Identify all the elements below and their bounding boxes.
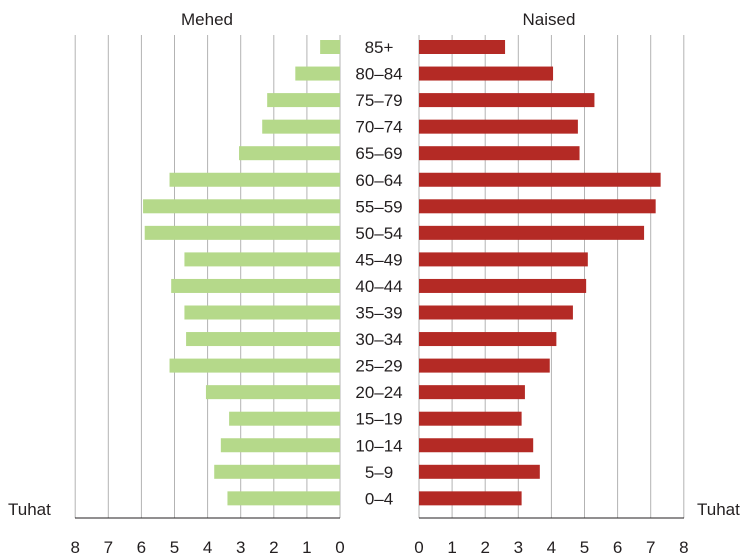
right-tick-label: 4 — [547, 538, 556, 557]
right-tick-label: 3 — [514, 538, 523, 557]
right-tick-label: 8 — [679, 538, 688, 557]
female-bar — [419, 464, 540, 479]
female-bar — [419, 199, 656, 214]
female-bar — [419, 119, 578, 134]
male-bar — [214, 464, 340, 479]
right-tick-label: 6 — [613, 538, 622, 557]
age-group-label: 60–64 — [355, 171, 402, 190]
male-bar — [186, 332, 340, 347]
female-bar — [419, 438, 534, 453]
female-bar — [419, 332, 557, 347]
male-bar — [295, 66, 340, 81]
age-group-label: 45–49 — [355, 250, 402, 269]
male-bar — [143, 199, 340, 214]
male-bar — [267, 93, 340, 108]
left-tick-label: 2 — [269, 538, 278, 557]
age-group-label: 40–44 — [355, 277, 402, 296]
left-unit-label: Tuhat — [8, 500, 51, 519]
age-group-label: 85+ — [365, 38, 394, 57]
left-gridlines — [74, 35, 341, 518]
left-tick-label: 8 — [70, 538, 79, 557]
age-group-label: 0–4 — [365, 489, 393, 508]
female-bar — [419, 358, 550, 373]
male-bar — [184, 252, 340, 267]
female-bar — [419, 146, 580, 161]
female-bar — [419, 40, 506, 54]
male-bar — [227, 491, 340, 506]
age-group-label: 65–69 — [355, 144, 402, 163]
age-group-label: 55–59 — [355, 197, 402, 216]
left-tick-label: 4 — [203, 538, 212, 557]
female-bar — [419, 93, 595, 108]
female-bar — [419, 278, 587, 293]
male-bar — [169, 358, 340, 373]
male-bars — [143, 40, 340, 506]
age-group-label: 20–24 — [355, 383, 402, 402]
male-bar — [171, 278, 340, 293]
male-bar — [169, 172, 340, 187]
female-bar — [419, 172, 661, 187]
age-group-label: 75–79 — [355, 91, 402, 110]
age-group-label: 50–54 — [355, 224, 402, 243]
age-group-label: 30–34 — [355, 330, 402, 349]
right-panel-title: Naised — [523, 10, 576, 29]
left-tick-label: 0 — [335, 538, 344, 557]
male-bar — [220, 438, 340, 453]
male-bar — [229, 411, 340, 426]
left-tick-label: 7 — [104, 538, 113, 557]
male-bar — [184, 305, 340, 320]
female-bar — [419, 411, 522, 426]
right-tick-labels: 0 1 2 3 4 5 6 7 8 — [414, 538, 688, 557]
age-group-label: 15–19 — [355, 410, 402, 429]
left-panel-title: Mehed — [181, 10, 233, 29]
age-group-label: 5–9 — [365, 463, 393, 482]
right-tick-label: 5 — [580, 538, 589, 557]
right-gridlines — [418, 35, 685, 518]
female-bar — [419, 385, 525, 400]
female-bar — [419, 252, 588, 267]
female-bar — [419, 305, 573, 320]
right-tick-label: 1 — [447, 538, 456, 557]
right-tick-label: 7 — [646, 538, 655, 557]
right-tick-label: 2 — [480, 538, 489, 557]
male-bar — [239, 146, 340, 161]
right-unit-label: Tuhat — [697, 500, 740, 519]
female-bar — [419, 491, 522, 506]
age-group-labels: 0–4 5–9 10–14 15–19 20–24 25–29 30–34 35–39 40–4… — [355, 38, 402, 508]
male-bar — [262, 119, 340, 134]
male-bar — [320, 40, 340, 54]
age-group-label: 10–14 — [355, 436, 402, 455]
age-group-label: 80–84 — [355, 65, 402, 84]
female-bars — [419, 40, 661, 506]
male-bar — [144, 225, 340, 240]
left-tick-label: 6 — [137, 538, 146, 557]
left-tick-label: 1 — [302, 538, 311, 557]
female-bar — [419, 225, 645, 240]
left-tick-labels: 8 7 6 5 4 3 2 1 0 — [70, 538, 344, 557]
right-tick-label: 0 — [414, 538, 423, 557]
male-bar — [205, 385, 340, 400]
left-tick-label: 3 — [236, 538, 245, 557]
age-group-label: 35–39 — [355, 304, 402, 323]
left-tick-label: 5 — [170, 538, 179, 557]
age-group-label: 70–74 — [355, 118, 402, 137]
age-group-label: 25–29 — [355, 357, 402, 376]
female-bar — [419, 66, 554, 81]
